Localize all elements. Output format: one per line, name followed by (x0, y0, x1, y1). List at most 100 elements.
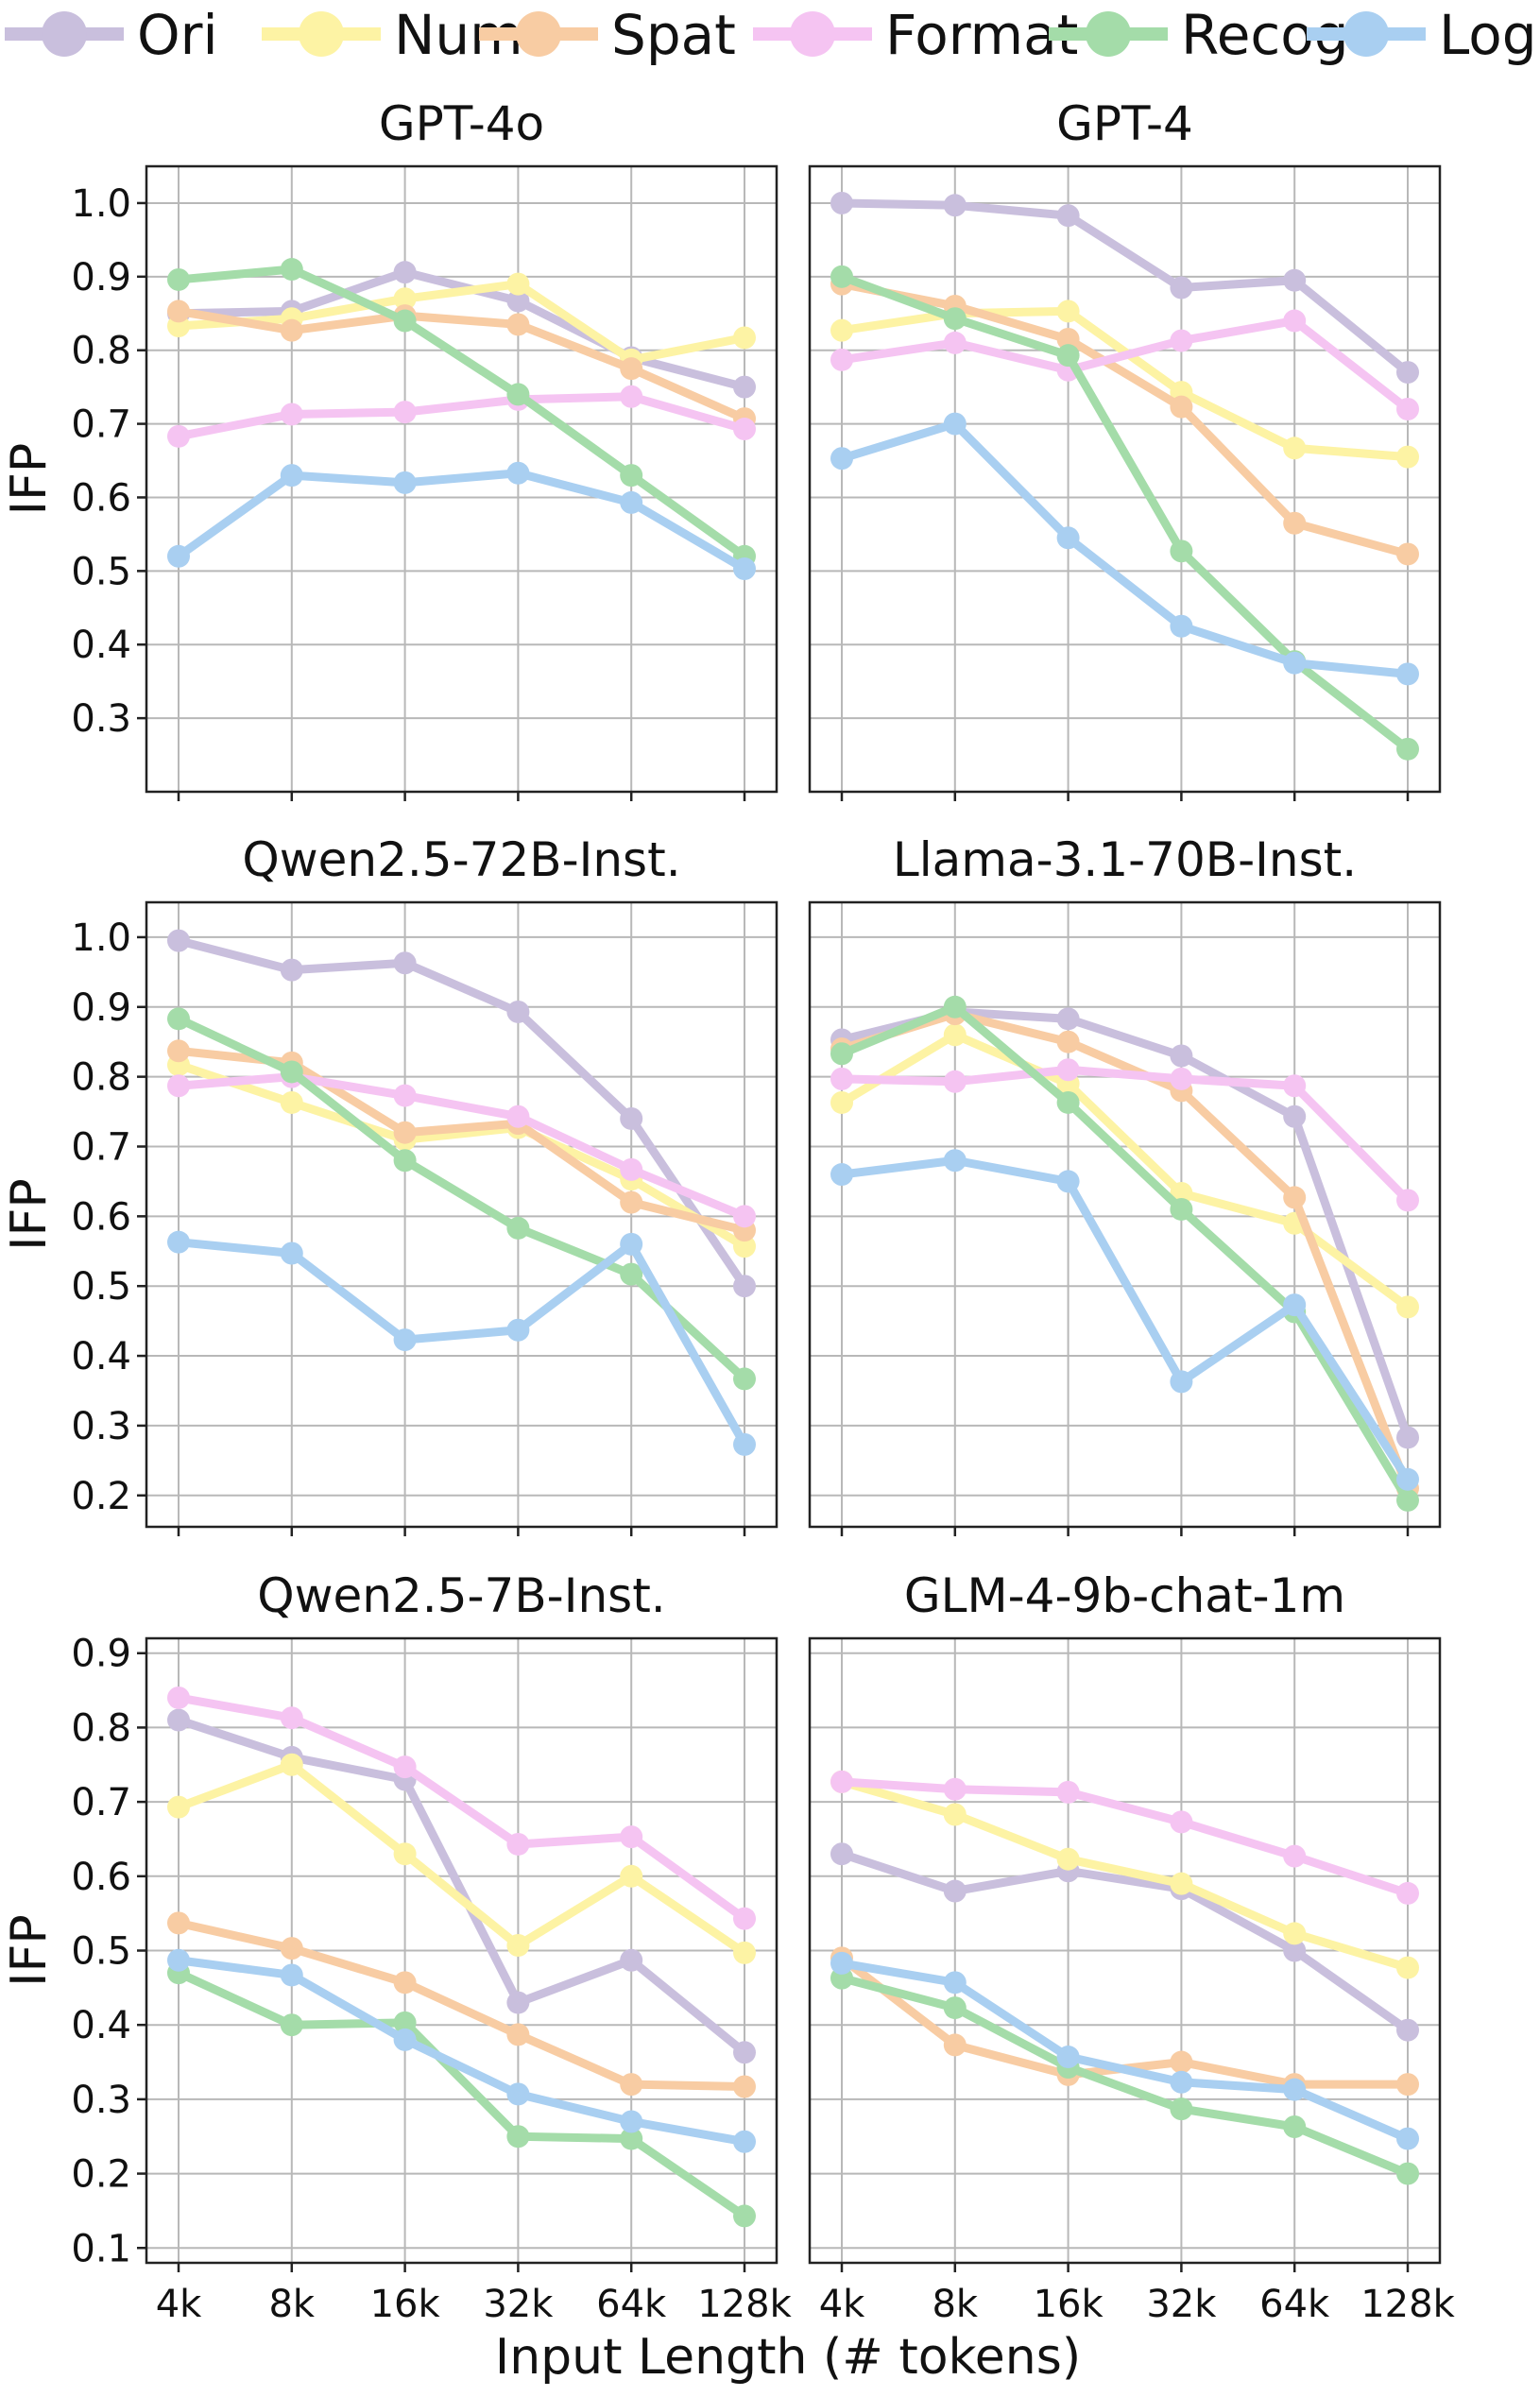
data-point (943, 331, 967, 354)
legend-swatch-marker (42, 11, 87, 57)
data-point (1396, 2018, 1419, 2042)
series-recog (167, 1961, 756, 2228)
data-point (506, 461, 530, 485)
data-point (167, 929, 190, 952)
data-point (393, 1971, 417, 1995)
data-point (1396, 1189, 1419, 1212)
data-point (506, 313, 530, 336)
panels: 0.3 0.4 0.5 0.6 0.7 0.8 0.9 1.0 GPT-4o IFP GPT-4 0.… (1, 96, 1456, 2326)
series-logic (830, 412, 1419, 686)
data-point (393, 261, 417, 284)
data-point (167, 1948, 190, 1972)
y-tick-label: 0.9 (71, 1633, 131, 1676)
data-point (393, 287, 417, 311)
series-line (174, 1918, 749, 2092)
data-point (943, 1971, 967, 1995)
data-point (1170, 1872, 1193, 1895)
panel-qwen2-5-7b: 0.1 0.2 0.3 0.4 0.5 0.6 0.7 0.8 0.9 Qwen2.5-7B-In… (1, 1568, 793, 2326)
legend-label: Spat (611, 3, 736, 67)
legend-label: Format (885, 3, 1078, 67)
data-point (280, 464, 303, 488)
data-point (167, 1795, 190, 1819)
data-point (280, 1753, 303, 1776)
x-tick-label: 32k (1146, 2283, 1217, 2326)
data-point (280, 1090, 303, 1114)
data-point (733, 2130, 756, 2153)
series-logic (167, 461, 756, 581)
data-point (1396, 737, 1419, 761)
data-point (830, 191, 853, 214)
legend-label: Logic (1439, 3, 1540, 67)
series-line (174, 1956, 749, 2147)
data-point (733, 418, 756, 441)
data-point (620, 2127, 643, 2150)
data-point (620, 1864, 643, 1888)
data-point (506, 272, 530, 296)
data-point (830, 265, 853, 288)
series-line (837, 1777, 1412, 1973)
series-num (830, 1770, 1419, 1979)
data-point (1396, 2127, 1419, 2150)
series-line (837, 1777, 1412, 1898)
data-point (280, 258, 303, 282)
series-line (174, 1238, 749, 1449)
legend-swatch-marker (1343, 11, 1389, 57)
y-tick-label: 0.9 (71, 256, 131, 300)
data-point (620, 1157, 643, 1181)
data-point (620, 2073, 643, 2097)
series-num (167, 1753, 756, 1964)
data-point (943, 1023, 967, 1047)
panel-title: Llama-3.1-70B-Inst. (893, 832, 1357, 887)
data-point (167, 300, 190, 323)
data-point (1283, 268, 1307, 292)
y-tick-label: 0.8 (71, 1706, 131, 1750)
series-line (174, 1693, 749, 1924)
x-tick-label: 4k (819, 2283, 865, 2326)
series-line (837, 1156, 1412, 1484)
data-point (280, 1060, 303, 1084)
legend-item-ori: Ori (5, 3, 218, 67)
data-point (620, 385, 643, 408)
data-point (733, 1275, 756, 1298)
data-point (733, 1941, 756, 1964)
series-logic (830, 1951, 1419, 2150)
data-point (620, 1106, 643, 1130)
series-line (174, 1060, 749, 1251)
data-point (167, 1074, 190, 1098)
plot-frame (808, 900, 1442, 1529)
data-point (1056, 328, 1080, 351)
data-point (1170, 614, 1193, 638)
y-tick-label: 0.6 (71, 1195, 131, 1239)
data-point (280, 1937, 303, 1960)
data-point (1056, 1780, 1080, 1804)
data-point (280, 402, 303, 426)
legend-item-spat: Spat (479, 3, 736, 67)
panel-llama-3-1-70b: Llama-3.1-70B-Inst. (808, 832, 1442, 1536)
x-tick-label: 128k (1360, 2283, 1455, 2326)
series-format (830, 1770, 1419, 1905)
data-point (620, 1948, 643, 1972)
data-point (167, 1911, 190, 1935)
data-point (506, 1991, 530, 2014)
data-point (1283, 1186, 1307, 1209)
data-point (393, 309, 417, 333)
series-line (837, 1009, 1412, 1493)
y-tick-label: 0.7 (71, 1781, 131, 1824)
panel-title: GPT-4o (379, 96, 544, 151)
data-point (167, 267, 190, 291)
data-point (733, 1235, 756, 1258)
data-point (733, 326, 756, 350)
y-tick-label: 0.3 (71, 697, 131, 741)
data-point (1396, 1295, 1419, 1319)
series-line (837, 317, 1412, 414)
data-point (1283, 1074, 1307, 1098)
series-ori (167, 929, 756, 1298)
x-tick-label: 8k (932, 2283, 978, 2326)
series-line (837, 272, 1412, 754)
data-point (167, 1039, 190, 1063)
data-point (506, 289, 530, 313)
panel-glm-4-9b: GLM-4-9b-chat-1m 4k 8k 16k 32k 64k 128k (808, 1568, 1456, 2326)
x-tick-label: 128k (697, 2283, 792, 2326)
data-point (1396, 1956, 1419, 1979)
